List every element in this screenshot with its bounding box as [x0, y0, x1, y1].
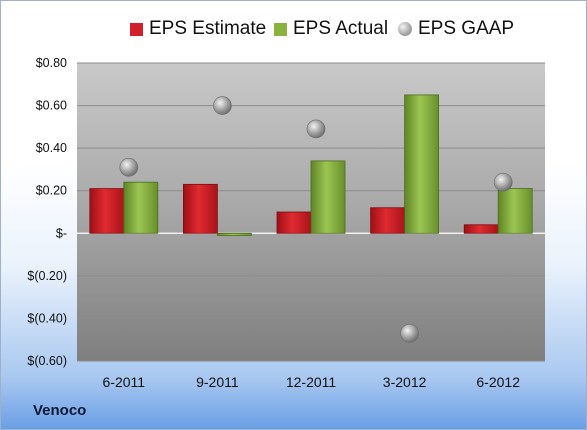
legend-item-eps-actual: EPS Actual: [274, 15, 388, 43]
y-tick-label: $0.20: [36, 184, 67, 198]
legend-swatch-actual: [274, 22, 287, 36]
bar-eps-actual-9-2011: [216, 232, 252, 236]
x-tick-label: 6-2012: [476, 374, 520, 390]
bar-eps-actual-3-2012: [404, 94, 440, 234]
y-tick-label: $(0.20): [27, 269, 67, 283]
y-tick-label: $0.60: [36, 99, 67, 113]
gaap-markers: [119, 96, 513, 343]
chart-legend: EPS Estimate EPS Actual EPS GAAP: [1, 15, 586, 43]
bar-eps-estimate-6-2011: [89, 188, 125, 234]
y-tick-label: $0.40: [36, 141, 67, 155]
x-tick-label: 3-2012: [383, 374, 427, 390]
bar-eps-actual-6-2011: [123, 181, 159, 234]
legend-label-gaap: EPS GAAP: [418, 18, 515, 39]
bar-eps-actual-12-2011: [310, 160, 346, 234]
company-name: Venoco: [33, 402, 87, 419]
legend-label-estimate: EPS Estimate: [149, 18, 267, 39]
marker-eps-gaap-9-2011: [213, 96, 232, 115]
y-tick-label: $(0.60): [27, 354, 67, 368]
bar-eps-estimate-3-2012: [370, 207, 406, 234]
marker-eps-gaap-6-2011: [119, 158, 139, 177]
legend-item-eps-gaap: EPS GAAP: [398, 15, 514, 43]
bar-eps-actual-6-2012: [497, 188, 533, 234]
legend-item-eps-estimate: EPS Estimate: [130, 15, 266, 43]
y-tick-label: $-: [56, 226, 67, 240]
bar-eps-estimate-9-2011: [182, 183, 218, 234]
x-tick-label: 9-2011: [196, 374, 239, 390]
x-tick-label: 6-2011: [103, 374, 146, 390]
marker-eps-gaap-6-2012: [493, 172, 513, 192]
y-tick-label: $(0.40): [27, 311, 67, 325]
legend-marker-gaap: [398, 22, 412, 36]
marker-eps-gaap-3-2012: [400, 324, 419, 343]
bars: [89, 94, 533, 236]
y-tick-label: $0.80: [36, 56, 67, 70]
y-axis-ticks: $0.80 $0.60 $0.40 $0.20 $- $(0.20) $(0.40) $(0.…: [27, 56, 67, 368]
bar-eps-estimate-6-2012: [463, 224, 499, 234]
bar-eps-estimate-12-2011: [276, 211, 312, 234]
x-axis-ticks: 6-2011 9-2011 12-2011 3-2012 6-2012: [103, 374, 521, 390]
legend-swatch-estimate: [130, 22, 143, 36]
x-tick-label: 12-2011: [286, 374, 337, 390]
marker-eps-gaap-12-2011: [306, 119, 326, 139]
legend-label-actual: EPS Actual: [293, 18, 389, 39]
